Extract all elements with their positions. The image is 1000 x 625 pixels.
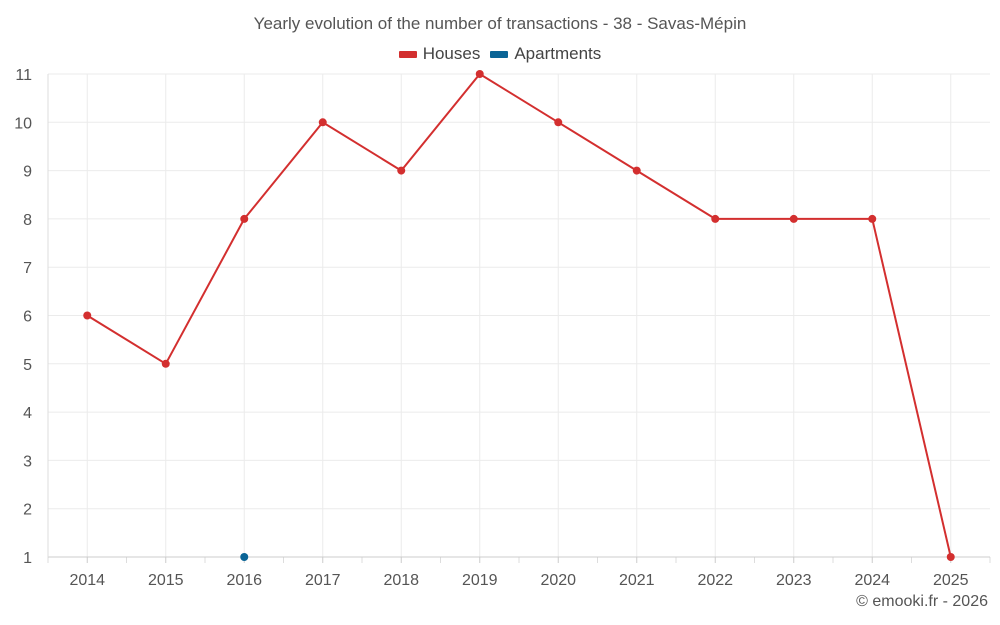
grid-layer xyxy=(48,73,990,558)
y-tick-label: 10 xyxy=(14,115,32,132)
x-tick-label: 2019 xyxy=(462,572,498,589)
data-point-houses xyxy=(475,70,484,78)
x-tick-label: 2018 xyxy=(383,572,419,589)
data-point-apartments xyxy=(240,553,249,561)
series-layer xyxy=(83,70,955,561)
y-tick-label: 11 xyxy=(15,67,32,84)
data-point-houses xyxy=(554,118,563,127)
data-point-houses xyxy=(711,214,720,223)
x-tick-label: 2024 xyxy=(854,572,890,589)
x-tick-label: 2017 xyxy=(305,572,341,589)
x-tick-label: 2023 xyxy=(776,572,812,589)
y-tick-label: 9 xyxy=(23,164,32,181)
axis-layer: 1 2 3 4 5 6 7 8 9 10 11 2014 2015 2016 2017 2018 2019 202… xyxy=(14,67,991,589)
x-tick-label: 2025 xyxy=(933,572,969,589)
y-tick-label: 8 xyxy=(23,212,32,229)
data-point-houses xyxy=(868,214,877,223)
y-tick-label: 6 xyxy=(23,309,32,326)
x-tick-label: 2020 xyxy=(540,572,576,589)
y-tick-label: 1 xyxy=(23,550,32,567)
data-point-houses xyxy=(83,311,92,320)
legend-item-houses[interactable]: Houses xyxy=(398,44,481,64)
x-tick-label: 2022 xyxy=(697,572,733,589)
y-tick-label: 5 xyxy=(23,357,32,374)
legend: Houses Apartments xyxy=(0,44,1000,64)
legend-item-apartments[interactable]: Apartments xyxy=(490,44,601,64)
y-tick-label: 2 xyxy=(23,502,32,519)
data-point-houses xyxy=(240,214,249,223)
y-tick-label: 4 xyxy=(23,405,32,422)
data-point-houses xyxy=(789,214,798,223)
x-tick-label: 2016 xyxy=(226,572,262,589)
data-point-houses xyxy=(318,118,327,127)
legend-swatch-houses xyxy=(398,50,417,58)
x-tick-label: 2014 xyxy=(69,572,105,589)
x-tick-label: 2021 xyxy=(619,572,655,589)
data-point-houses xyxy=(632,166,641,175)
y-tick-label: 3 xyxy=(23,453,32,470)
credit-text: © emooki.fr - 2026 xyxy=(856,593,988,610)
data-point-houses xyxy=(161,359,170,368)
legend-label-houses: Houses xyxy=(422,44,481,63)
series-line-houses xyxy=(86,73,952,558)
data-point-houses xyxy=(946,553,955,561)
y-tick-label: 7 xyxy=(23,260,32,277)
x-tick-label: 2015 xyxy=(148,572,184,589)
legend-label-apartments: Apartments xyxy=(514,44,602,63)
chart-title: Yearly evolution of the number of transa… xyxy=(253,14,747,33)
legend-swatch-apartments xyxy=(490,50,509,58)
data-point-houses xyxy=(397,166,406,175)
